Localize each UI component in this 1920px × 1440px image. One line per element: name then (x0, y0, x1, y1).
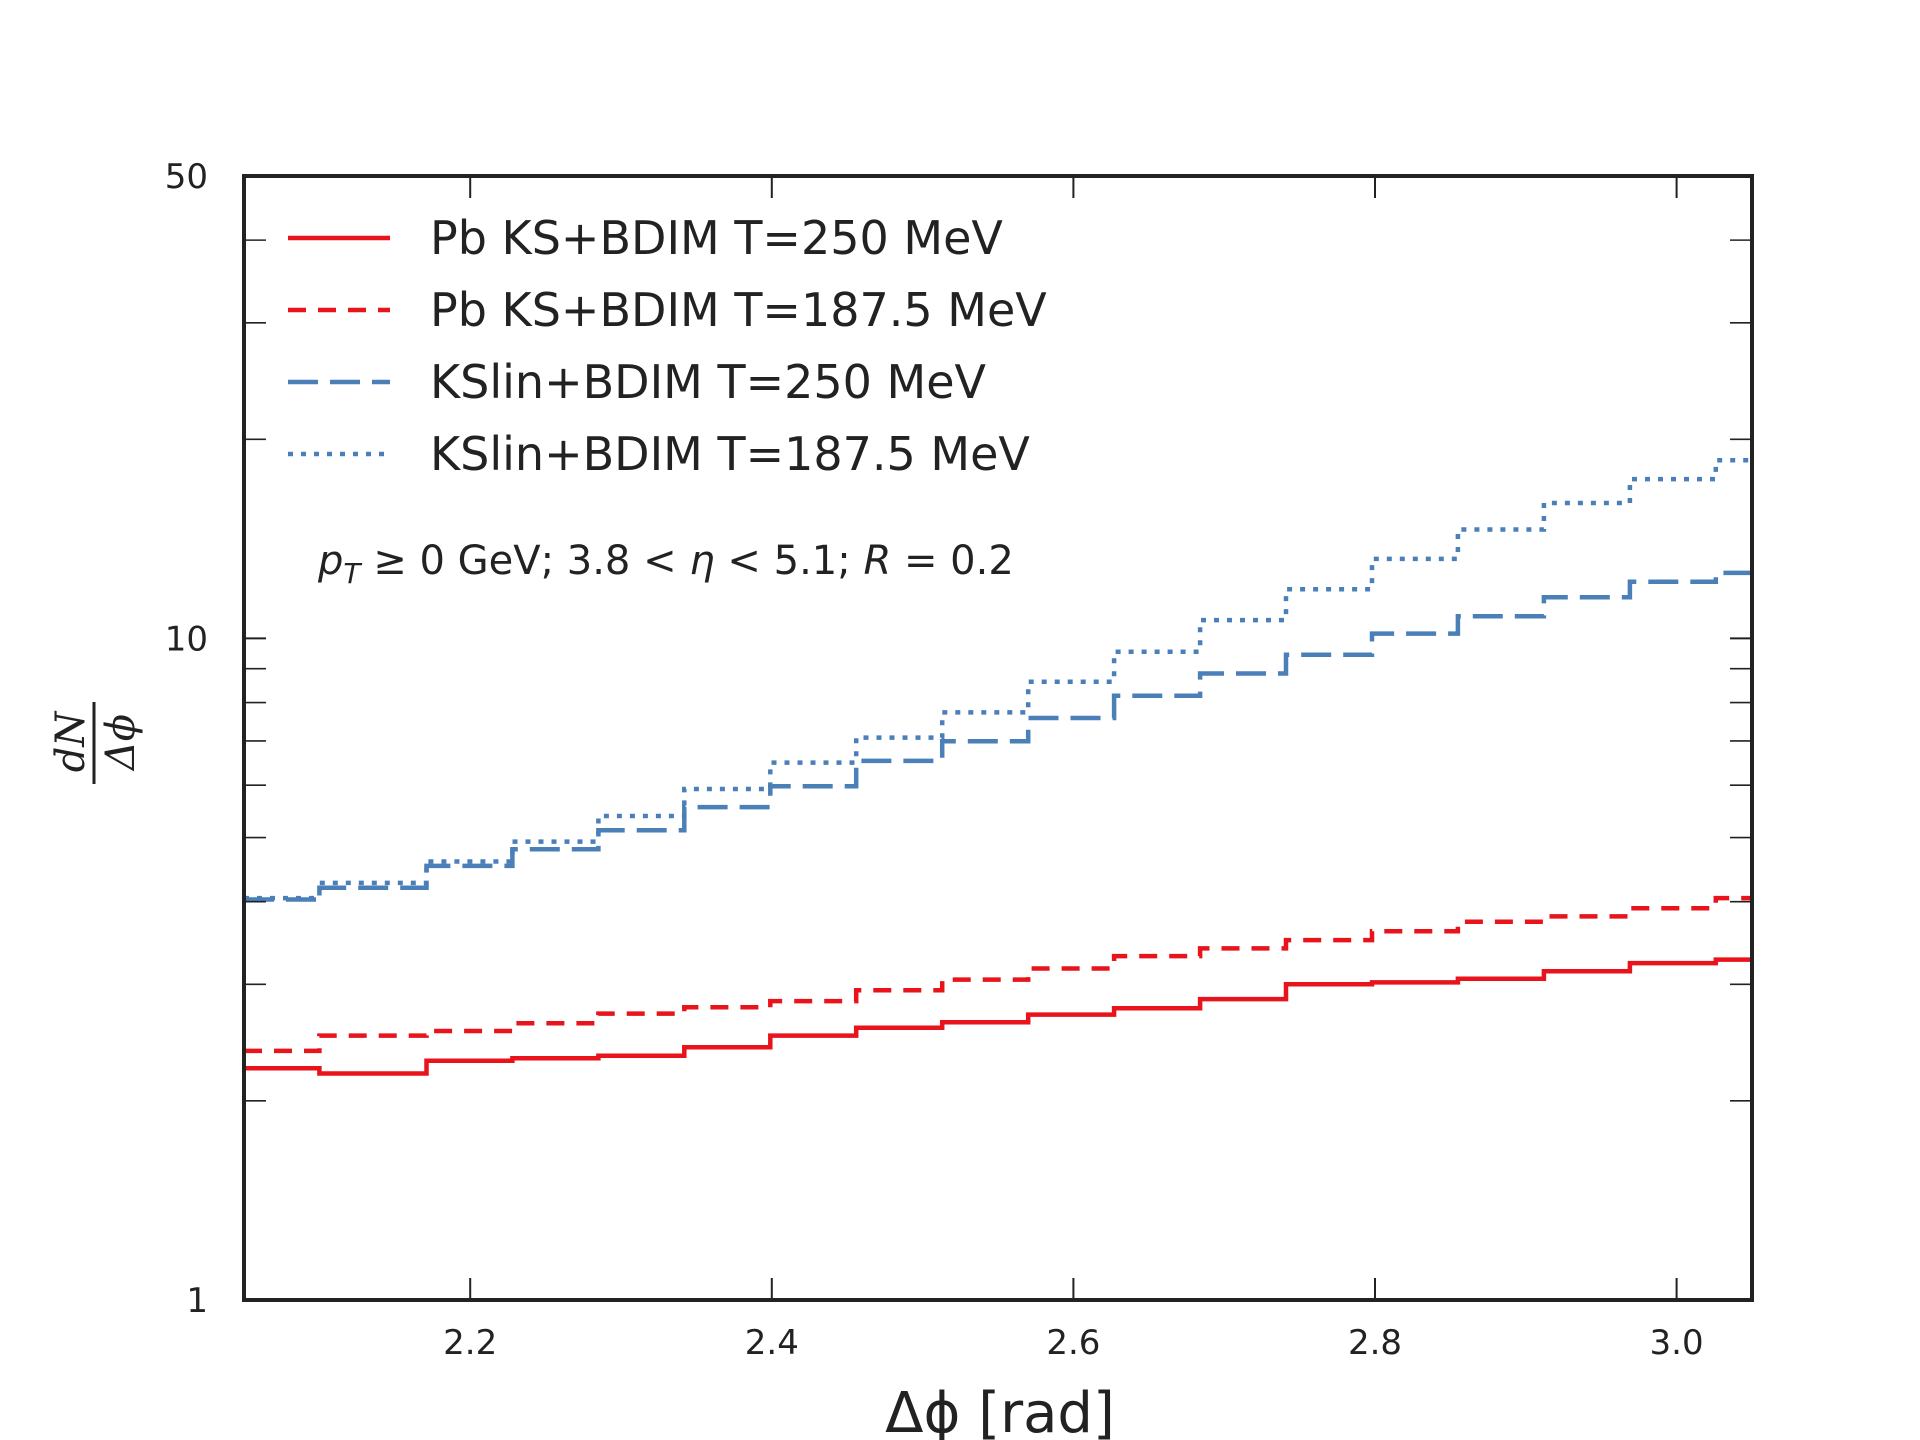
y-axis-label-denominator: Δϕ (98, 714, 144, 772)
annotation: pT ≥ 0 GeV; 3.8 < η < 5.1; R = 0.2 (317, 538, 1014, 590)
series-line-1 (244, 957, 1752, 1076)
x-tick-label: 2.6 (1046, 1323, 1100, 1363)
legend-label-3: KSlin+BDIM T=250 MeV (430, 355, 987, 409)
series-line-3 (244, 570, 1752, 902)
y-axis-label-numerator: dN (48, 710, 94, 773)
x-tick-label: 3.0 (1650, 1323, 1704, 1363)
y-tick-label: 1 (186, 1281, 208, 1321)
x-tick-label: 2.4 (745, 1323, 799, 1363)
y-axis-label: dN Δϕ (48, 702, 144, 784)
x-tick-label: 2.8 (1348, 1323, 1402, 1363)
series-line-4 (244, 458, 1752, 901)
plot-area (244, 458, 1752, 1076)
legend-label-4: KSlin+BDIM T=187.5 MeV (430, 427, 1030, 481)
y-tick-label: 50 (165, 157, 208, 197)
legend: Pb KS+BDIM T=250 MeV Pb KS+BDIM T=187.5 M… (288, 211, 1047, 481)
legend-label-2: Pb KS+BDIM T=187.5 MeV (430, 283, 1047, 337)
annotation-pt-sub: T (343, 557, 362, 590)
plot-frame (242, 174, 1754, 1302)
annotation-pt: p (317, 538, 343, 584)
annotation-eta-range: < 5.1; (715, 538, 864, 584)
annotation-r-value: = 0.2 (891, 538, 1014, 584)
axis-ticks: 2.2 2.4 2.6 2.8 3.0 1 10 50 (165, 157, 1752, 1363)
series-line-2 (244, 895, 1752, 1054)
x-tick-label: 2.2 (443, 1323, 497, 1363)
annotation-eta: η (689, 538, 714, 584)
x-axis-label: Δϕ [rad] (885, 1381, 1115, 1440)
annotation-pt-range: ≥ 0 GeV; 3.8 < (361, 538, 690, 584)
y-tick-label: 10 (165, 619, 208, 659)
legend-label-1: Pb KS+BDIM T=250 MeV (430, 211, 1003, 265)
annotation-r: R (863, 538, 891, 584)
